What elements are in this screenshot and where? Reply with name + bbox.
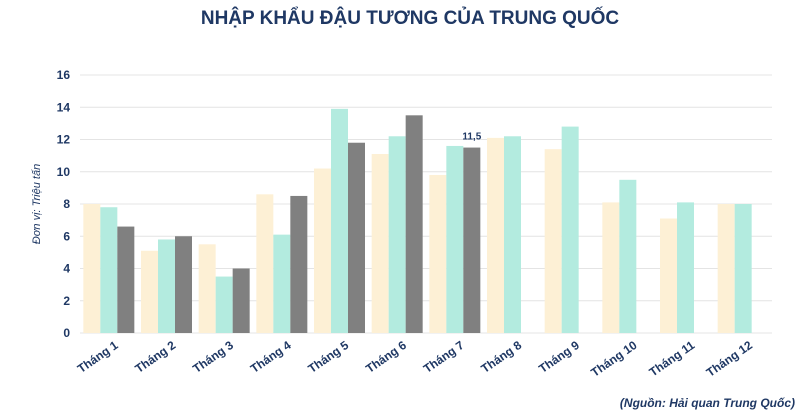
x-tick-label: Tháng 3 <box>190 338 236 376</box>
y-tick-label: 16 <box>57 68 71 82</box>
bar <box>348 142 365 333</box>
bar <box>405 115 423 333</box>
bar <box>504 136 521 333</box>
bar <box>561 126 579 333</box>
bar <box>388 136 406 333</box>
x-tick-label: Tháng 10 <box>588 338 639 380</box>
bar <box>198 244 216 333</box>
bar <box>290 195 308 333</box>
bar <box>314 168 331 333</box>
y-tick-label: 0 <box>63 326 70 340</box>
bar <box>331 108 348 333</box>
bar <box>734 204 752 333</box>
bar <box>660 218 677 333</box>
bar <box>371 154 389 333</box>
bar <box>141 250 158 333</box>
x-tick-label: Tháng 1 <box>75 338 121 376</box>
bar <box>544 149 562 333</box>
y-tick-label: 12 <box>57 133 71 147</box>
y-axis-label: Đơn vị: Triệu tấn <box>31 164 43 244</box>
bar <box>487 137 504 333</box>
bar <box>446 145 464 333</box>
y-tick-label: 14 <box>57 100 71 114</box>
bar <box>158 239 175 333</box>
bar <box>100 207 118 333</box>
x-tick-label: Tháng 11 <box>647 338 698 379</box>
x-tick-label: Tháng 5 <box>305 338 351 376</box>
x-tick-label: Tháng 8 <box>478 338 524 376</box>
y-tick-label: 10 <box>57 165 71 179</box>
x-tick-label: Tháng 6 <box>363 338 409 376</box>
bar <box>232 268 250 333</box>
x-tick-label: Tháng 12 <box>704 338 755 380</box>
bar <box>717 204 735 333</box>
chart-title: NHẬP KHẨU ĐẬU TƯƠNG CỦA TRUNG QUỐC <box>201 7 620 29</box>
data-label: 11,5 <box>462 132 481 143</box>
bar <box>463 147 481 333</box>
source-note: (Nguồn: Hải quan Trung Quốc) <box>620 396 795 410</box>
bar <box>215 276 233 333</box>
bar <box>429 174 447 333</box>
bar <box>602 202 620 333</box>
x-tick-label: Tháng 9 <box>536 338 582 376</box>
bar <box>677 202 694 333</box>
y-tick-label: 4 <box>63 262 70 276</box>
bar <box>619 179 637 333</box>
bar <box>175 236 192 333</box>
x-tick-label: Tháng 7 <box>421 338 467 376</box>
bar <box>273 234 291 333</box>
y-tick-label: 2 <box>63 294 70 308</box>
x-tick-label: Tháng 4 <box>248 338 294 376</box>
bar <box>256 194 274 333</box>
bar <box>117 226 135 333</box>
y-tick-label: 6 <box>63 229 70 243</box>
y-tick-label: 8 <box>63 197 70 211</box>
x-tick-label: Tháng 2 <box>132 338 178 376</box>
bar <box>83 204 101 333</box>
